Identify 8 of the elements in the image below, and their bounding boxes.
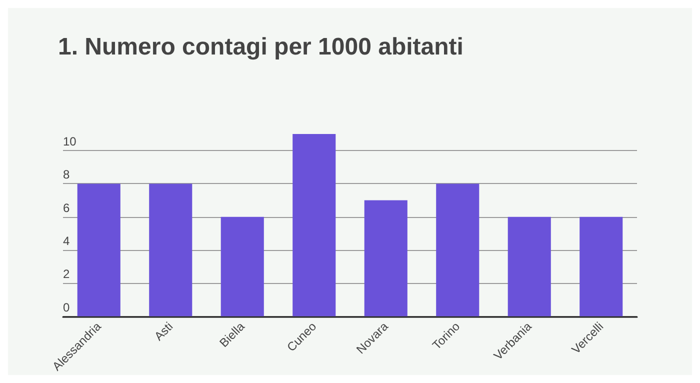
chart-title: 1. Numero contagi per 1000 abitanti <box>58 34 464 60</box>
y-tick-label: 2 <box>63 267 70 282</box>
y-tick-label: 6 <box>63 200 70 215</box>
x-tick-label: Asti <box>152 319 176 344</box>
y-tick-label: 0 <box>63 300 70 314</box>
y-tick-label: 10 <box>63 134 77 149</box>
y-tick-label: 8 <box>63 168 70 182</box>
y-tick-label: 4 <box>63 234 70 248</box>
